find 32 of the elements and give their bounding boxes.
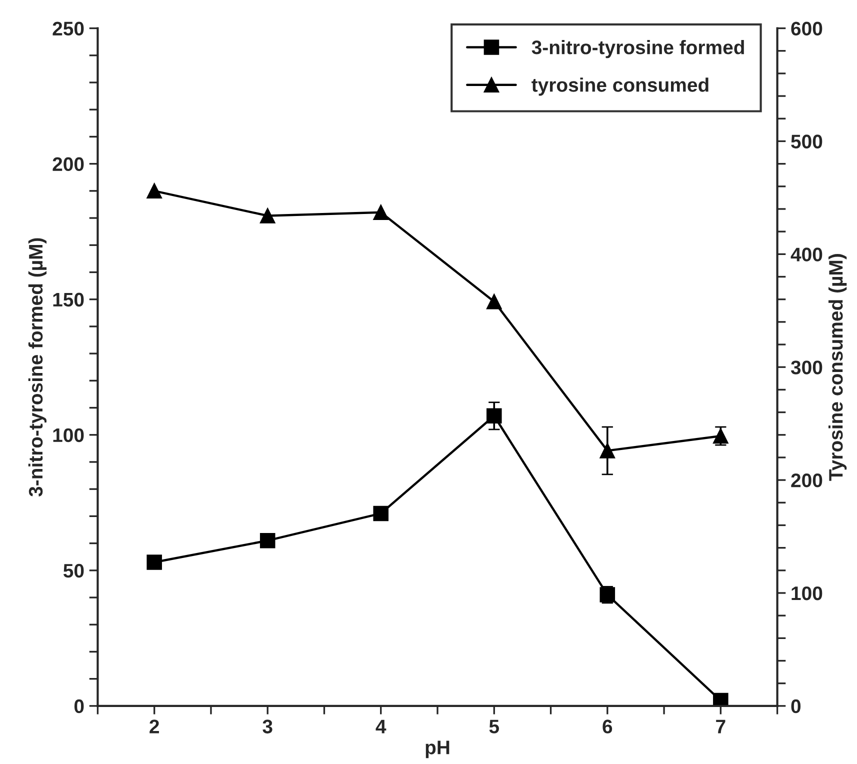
y2-tick-label: 100	[792, 586, 822, 600]
y2-tick-label: 400	[790, 248, 822, 262]
point	[373, 204, 389, 220]
y2-tick-label: 500	[791, 134, 822, 148]
y2-tick-label: 200	[791, 474, 822, 488]
point	[260, 532, 276, 548]
y2-axis-title: Tyrosine consumed (µM)	[828, 254, 847, 481]
y-tick-label: 150	[53, 292, 84, 307]
point	[146, 183, 162, 199]
x-tick-label: 6	[602, 720, 612, 734]
point	[260, 208, 276, 224]
x-axis-title: pH	[426, 740, 450, 758]
x-tick-label: 2	[150, 720, 159, 734]
x-tick-label: 7	[716, 720, 726, 734]
y-tick-label: 250	[52, 22, 84, 36]
y-tick-label: 50	[63, 564, 84, 578]
y-tick-label: 100	[53, 428, 84, 442]
point	[486, 294, 502, 310]
y2-tick-label: 300	[790, 360, 822, 374]
y-tick-label: 0	[74, 699, 84, 714]
x-tick-label: 5	[489, 720, 499, 734]
x-tick-label: 4	[376, 720, 386, 734]
y-axis-title: 3-nitro-tyrosine formed (µM)	[28, 238, 47, 496]
point	[713, 692, 728, 706]
point	[146, 554, 162, 570]
x-tick-label: 3	[262, 720, 272, 734]
y-tick-label: 200	[52, 157, 84, 172]
point	[373, 506, 389, 522]
legend-label: tyrosine consumed	[532, 78, 708, 96]
legend-label: 3-nitro-tyrosine formed	[532, 40, 744, 58]
y2-tick-label: 0	[791, 699, 801, 714]
y2-tick-label: 600	[791, 22, 822, 36]
